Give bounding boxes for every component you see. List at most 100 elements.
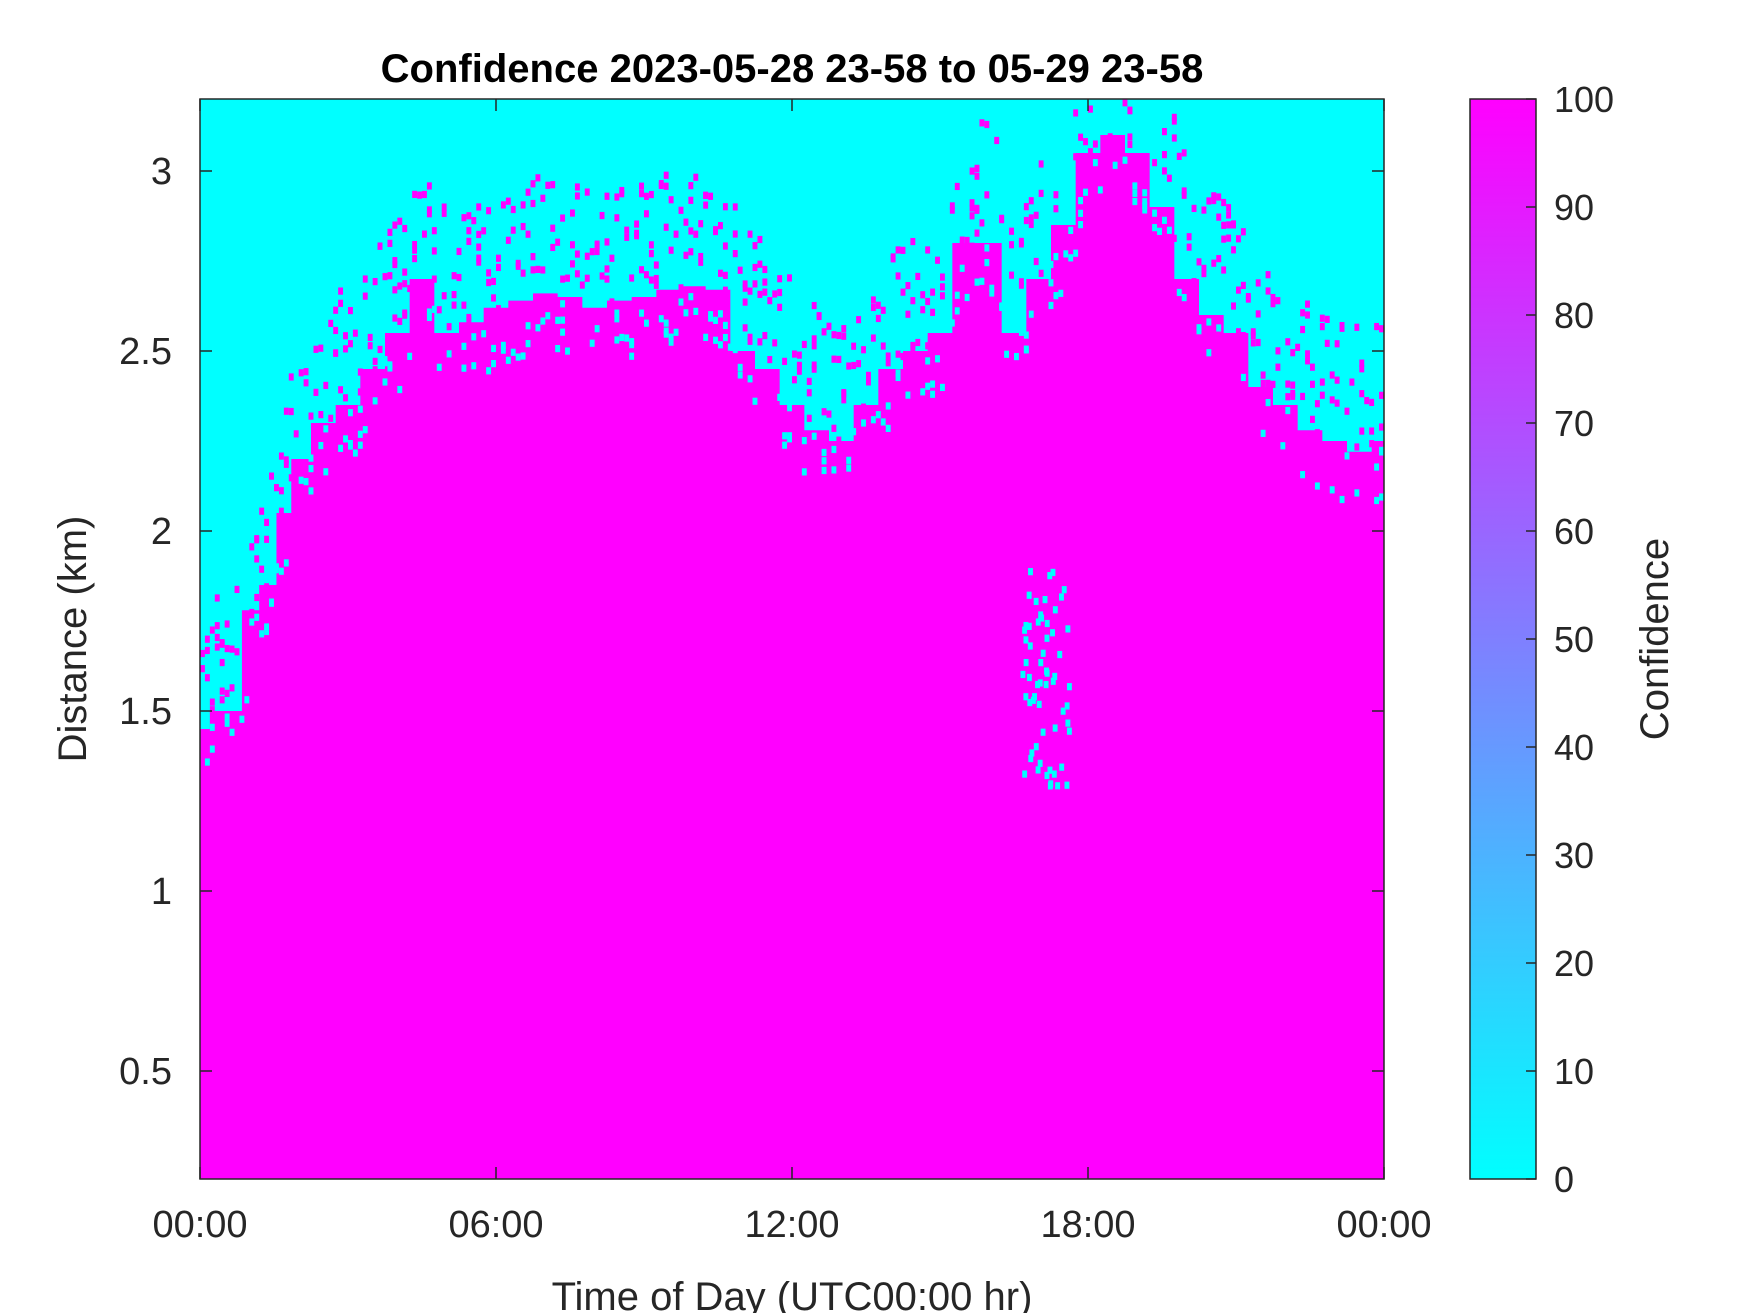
heatmap-speckle — [688, 227, 694, 235]
heatmap-speckle — [644, 319, 649, 327]
heatmap-speckle — [994, 136, 1000, 145]
heatmap-speckle — [407, 284, 413, 293]
heatmap-speckle — [1078, 209, 1084, 217]
heatmap-speckle — [288, 407, 294, 416]
heatmap-speckle — [574, 192, 580, 200]
heatmap-speckle — [308, 464, 314, 473]
heatmap-speckle — [1339, 324, 1345, 332]
heatmap-speckle — [333, 326, 339, 335]
heatmap-speckle — [787, 432, 792, 440]
heatmap-speckle — [816, 312, 822, 321]
heatmap-speckle — [1275, 297, 1281, 305]
heatmap-speckle — [861, 407, 866, 415]
heatmap-speckle — [451, 272, 457, 280]
heatmap-speckle — [742, 284, 748, 292]
heatmap-speckle — [663, 171, 669, 179]
heatmap-speckle — [1027, 698, 1033, 707]
x-tick-label: 18:00 — [1040, 1204, 1135, 1246]
heatmap-speckle — [520, 269, 526, 277]
heatmap-speckle — [732, 250, 738, 258]
heatmap-speckle — [249, 618, 255, 626]
heatmap-speckle — [604, 238, 610, 246]
heatmap-speckle — [1265, 287, 1271, 295]
heatmap-speckle — [969, 167, 975, 175]
heatmap-speckle — [663, 223, 669, 231]
heatmap-speckle — [777, 275, 783, 283]
heatmap-speckle — [752, 242, 758, 250]
heatmap-speckle — [436, 363, 442, 371]
heatmap-speckle — [1334, 340, 1340, 348]
heatmap-speckle — [747, 230, 753, 238]
y-tick-label: 1 — [151, 871, 172, 913]
heatmap-speckle — [974, 164, 980, 172]
heatmap-speckle — [1050, 677, 1056, 685]
heatmap-speckle — [584, 274, 590, 282]
heatmap-speckle — [402, 224, 408, 233]
heatmap-speckle — [229, 728, 235, 736]
heatmap-speckle — [722, 203, 728, 211]
heatmap-speckle — [372, 397, 378, 405]
heatmap-speckle — [471, 333, 477, 341]
heatmap-speckle — [525, 188, 531, 196]
heatmap-speckle — [969, 204, 975, 212]
heatmap-speckle — [831, 466, 837, 474]
heatmap-speckle — [1295, 343, 1301, 351]
heatmap-speckle — [910, 343, 916, 352]
heatmap-speckle — [604, 192, 610, 200]
heatmap-speckle — [338, 444, 344, 452]
heatmap-speckle — [352, 449, 358, 457]
heatmap-speckle — [1048, 260, 1054, 269]
heatmap-speckle — [496, 254, 501, 262]
heatmap-speckle — [500, 201, 506, 209]
heatmap-speckle — [1027, 642, 1033, 650]
heatmap-speckle — [1260, 379, 1266, 388]
heatmap-speckle — [905, 391, 911, 399]
heatmap-speckle — [535, 324, 541, 332]
heatmap-speckle — [219, 658, 225, 667]
heatmap-speckle — [397, 282, 403, 290]
heatmap-speckle — [1379, 423, 1384, 431]
heatmap-speckle — [1048, 780, 1054, 788]
heatmap-speckle — [402, 268, 408, 276]
heatmap-speckle — [639, 266, 644, 274]
heatmap-speckle — [570, 260, 575, 268]
heatmap-speckle — [806, 389, 812, 397]
heatmap-speckle — [476, 230, 482, 239]
heatmap-speckle — [352, 329, 358, 337]
heatmap-speckle — [801, 340, 807, 349]
heatmap-speckle — [579, 281, 585, 289]
heatmap-speckle — [1290, 389, 1296, 398]
heatmap-speckle — [589, 339, 595, 347]
heatmap-speckle — [964, 236, 970, 245]
heatmap-speckle — [782, 357, 788, 365]
y-axis: 0.5 1 1.5 2 2.5 3 — [119, 151, 1384, 1093]
heatmap-speckle — [1028, 283, 1034, 291]
heatmap-speckle — [283, 456, 289, 464]
heatmap-speckle — [1162, 151, 1167, 159]
heatmap-speckle — [688, 248, 694, 256]
heatmap-speckle — [1028, 568, 1033, 576]
heatmap-speckle — [1354, 323, 1360, 331]
heatmap-speckle — [1018, 328, 1024, 336]
heatmap-speckle — [431, 247, 437, 255]
heatmap-speckle — [1300, 392, 1306, 401]
heatmap-speckle — [392, 221, 398, 229]
heatmap-speckle — [441, 292, 447, 300]
heatmap-speckle — [505, 356, 511, 364]
heatmap-speckle — [599, 272, 605, 280]
heatmap-speckle — [570, 209, 575, 217]
heatmap-speckle — [505, 236, 511, 244]
heatmap-speckle — [693, 173, 699, 181]
heatmap-speckle — [348, 306, 353, 315]
heatmap-speckle — [550, 294, 556, 302]
heatmap-speckle — [866, 371, 871, 379]
heatmap-speckle — [1319, 391, 1325, 399]
heatmap-speckle — [678, 298, 684, 306]
heatmap-speckle — [372, 357, 378, 365]
heatmap-speckle — [870, 416, 876, 424]
heatmap-speckle — [1036, 700, 1042, 708]
heatmap-speckle — [1122, 156, 1128, 164]
heatmap-speckle — [1009, 241, 1014, 249]
heatmap-speckle — [718, 222, 723, 230]
